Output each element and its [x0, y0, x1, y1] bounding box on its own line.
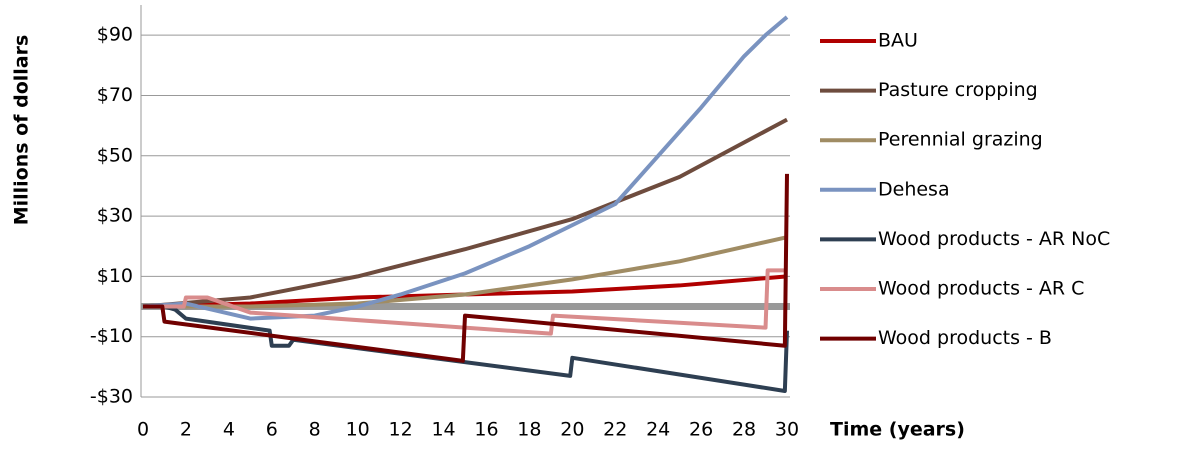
y-tick-label: $90 [97, 24, 133, 46]
x-tick-label: 14 [431, 419, 455, 441]
x-axis-label: Time (years) [830, 419, 965, 441]
legend-label: Dehesa [878, 178, 950, 200]
y-tick-label: $30 [97, 205, 133, 227]
legend-label: Pasture cropping [878, 79, 1038, 101]
legend-label: Wood products - AR NoC [878, 228, 1110, 250]
legend-label: Wood products - B [878, 327, 1052, 349]
series-line [143, 268, 787, 336]
x-tick-label: 6 [266, 419, 278, 441]
x-tick-label: 8 [309, 419, 321, 441]
x-tick-label: 22 [603, 419, 627, 441]
x-tick-label: 24 [646, 419, 670, 441]
x-tick-label: 26 [689, 419, 713, 441]
x-tick-label: 16 [474, 419, 498, 441]
y-tick-label: $70 [97, 84, 133, 106]
y-tick-label: -$30 [90, 386, 133, 408]
x-tick-label: 10 [346, 419, 370, 441]
y-axis-label: Millions of dollars [11, 35, 33, 226]
series-line [142, 15, 789, 321]
x-tick-label: 4 [223, 419, 235, 441]
y-tick-label: $50 [97, 144, 133, 166]
series-line [143, 235, 788, 309]
x-tick-label: 2 [180, 419, 192, 441]
legend-label: Wood products - AR C [878, 278, 1084, 300]
series-line [142, 117, 788, 309]
series-line [143, 304, 789, 393]
x-tick-label: 18 [517, 419, 541, 441]
x-tick-label: 28 [732, 419, 756, 441]
x-tick-label: 20 [560, 419, 584, 441]
series-line [142, 274, 788, 309]
series-line [143, 173, 789, 363]
legend-label: BAU [878, 30, 918, 52]
y-tick-label: -$10 [90, 325, 133, 347]
y-tick-label: $10 [97, 265, 133, 287]
x-tick-label: 12 [389, 419, 413, 441]
legend-label: Perennial grazing [878, 129, 1043, 151]
x-tick-label: 0 [137, 419, 149, 441]
x-tick-label: 30 [775, 419, 799, 441]
